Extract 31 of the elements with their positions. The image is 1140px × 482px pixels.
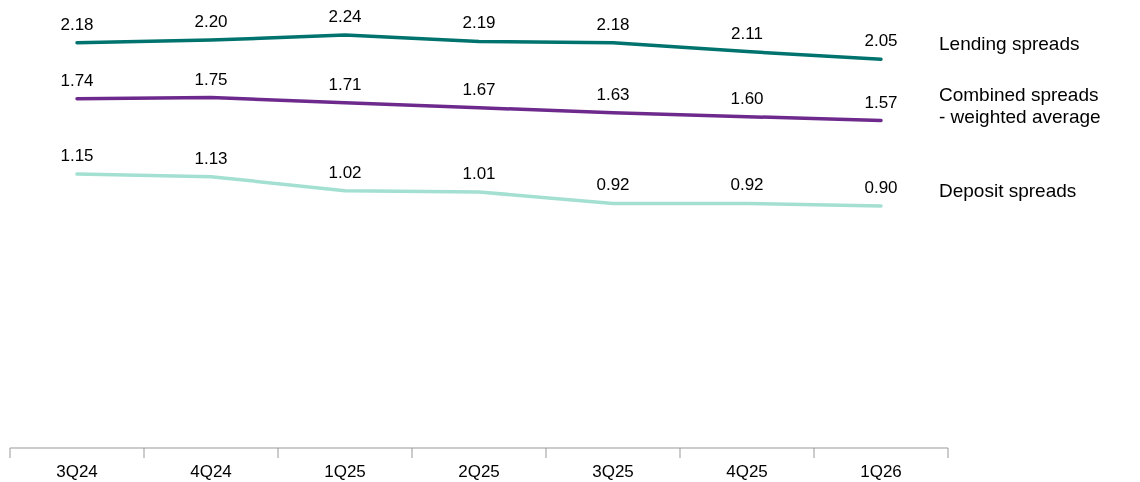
data-label: 1.63 [596,84,630,104]
x-tick-label: 4Q24 [190,462,232,481]
data-label: 2.24 [328,7,362,26]
data-label: 2.05 [864,31,898,51]
data-label: 2.20 [194,12,228,32]
data-label: 2.11 [731,23,763,43]
data-label: 2.18 [596,14,630,34]
data-label: 2.19 [462,13,496,33]
text: Deposit spreads [939,180,1077,201]
x-tick-label: 3Q25 [592,462,634,481]
x-tick-label: 1Q25 [324,462,366,481]
x-tick-label: 2Q25 [458,462,500,481]
data-label: 1.57 [864,92,898,112]
data-label: 0.92 [596,175,630,195]
data-label: 1.60 [730,88,764,108]
x-tick-label: 1Q26 [860,462,902,481]
data-label: 0.90 [864,178,898,197]
data-label: 1.15 [60,146,94,166]
x-tick-label: 3Q24 [56,462,98,481]
data-label: 1.67 [462,79,496,99]
data-label: 1.13 [194,148,228,168]
data-label: 1.01 [462,163,496,183]
text: Lending spreads [939,33,1080,55]
data-label: 1.71 [328,74,362,94]
data-label: 1.02 [328,162,362,182]
x-tick-label: 4Q25 [726,462,768,481]
text: Combined spreads - weighted average [939,83,1101,127]
data-label: 1.75 [194,69,228,89]
data-label: 2.18 [60,14,94,34]
data-label: 1.74 [60,70,94,90]
data-label: 0.92 [730,175,764,195]
